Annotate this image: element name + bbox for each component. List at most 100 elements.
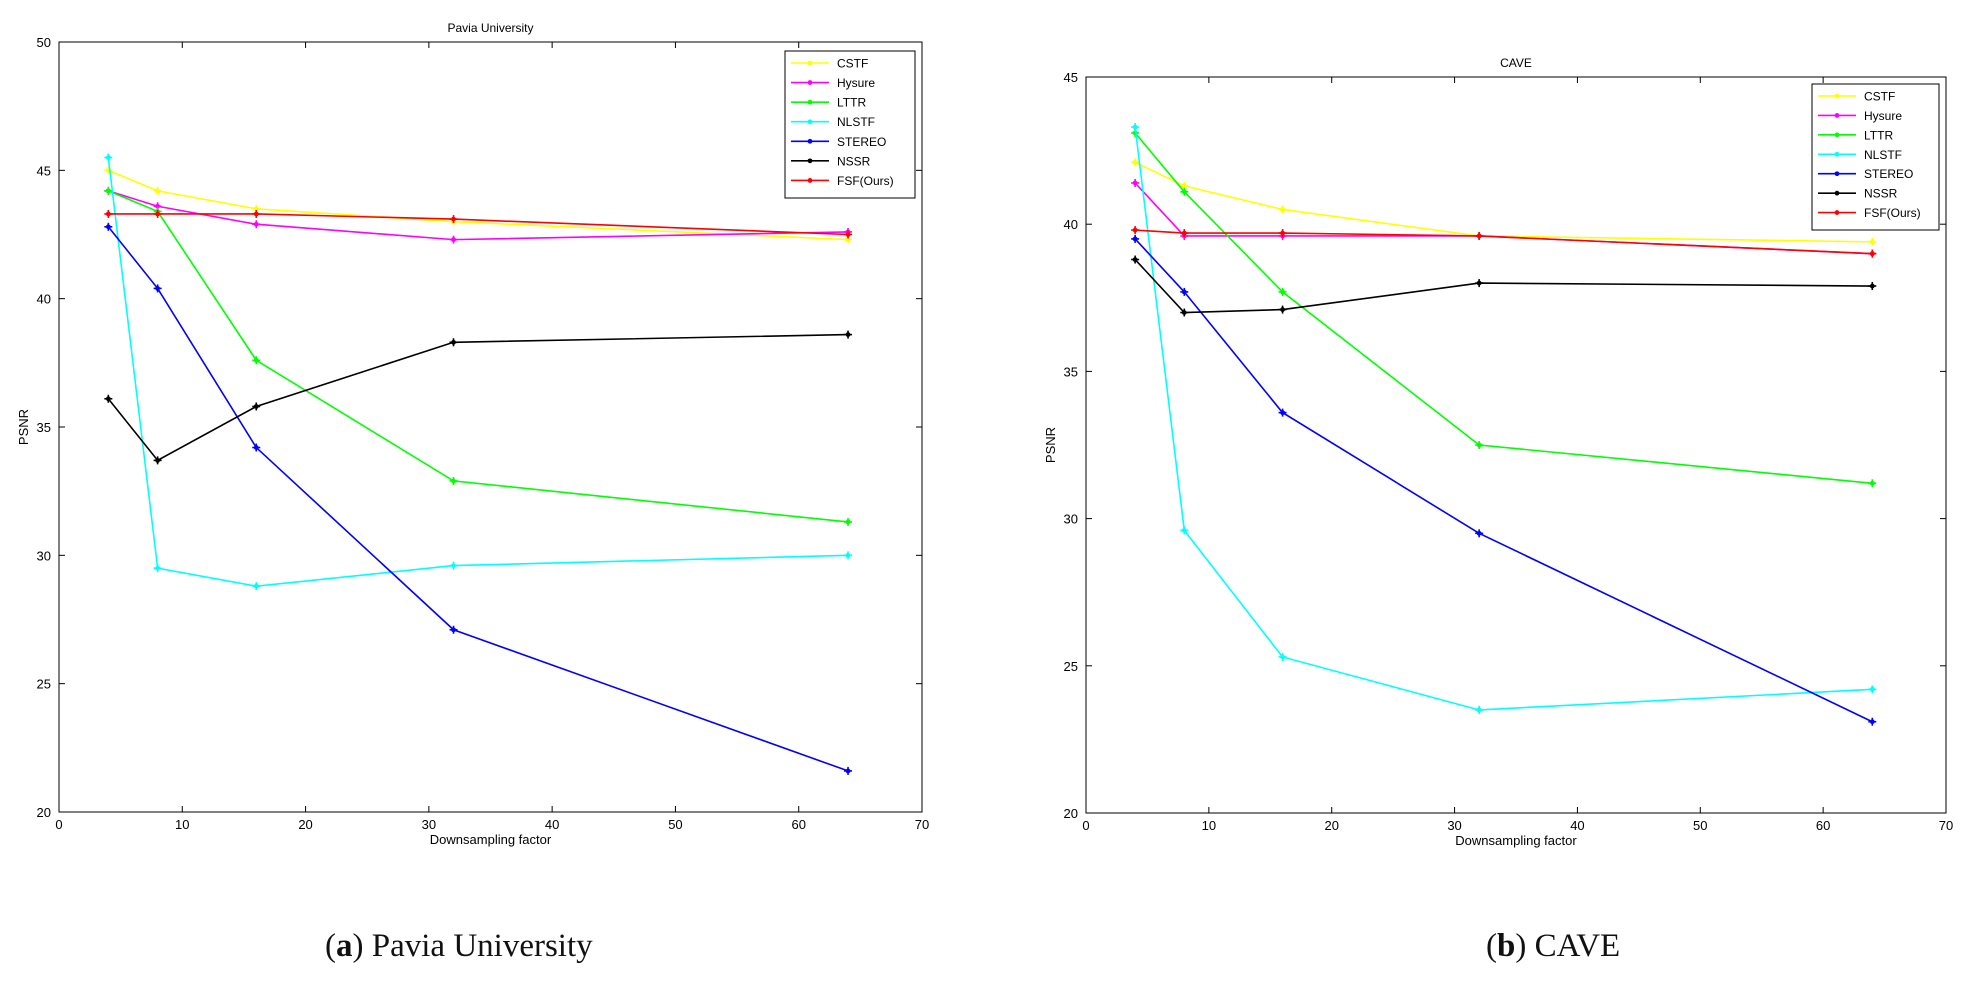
data-point-hysure [449, 235, 458, 244]
data-point-cstf [153, 186, 162, 195]
data-point-hysure [1131, 178, 1140, 187]
data-point-stereo [844, 766, 853, 775]
legend-label: FSF(Ours) [837, 174, 894, 188]
data-point-fsf-ours [844, 230, 853, 239]
data-point-fsf-ours [1131, 226, 1140, 235]
data-point-fsf-ours [1475, 231, 1484, 240]
legend-label: Hysure [837, 76, 875, 90]
data-point-nssr [1868, 282, 1877, 291]
x-tick-label: 20 [1324, 818, 1338, 833]
data-point-nlstf [1278, 652, 1287, 661]
data-point-stereo [1278, 408, 1287, 417]
data-point-stereo [449, 625, 458, 634]
chart-title: CAVE [1500, 56, 1532, 70]
data-point-nssr [153, 456, 162, 465]
data-point-nlstf [844, 551, 853, 560]
plot-area [58, 41, 923, 813]
legend-label: CSTF [837, 57, 868, 71]
x-axis-label: Downsampling factor [1455, 833, 1577, 848]
data-point-stereo [1131, 234, 1140, 243]
x-tick-label: 50 [668, 817, 682, 832]
x-tick-label: 40 [545, 817, 559, 832]
y-tick-label: 25 [37, 677, 51, 692]
data-point-stereo [153, 284, 162, 293]
y-tick-label: 30 [1064, 512, 1078, 527]
data-point-stereo [1475, 529, 1484, 538]
y-tick-label: 45 [37, 163, 51, 178]
x-tick-label: 60 [791, 817, 805, 832]
legend-marker [1834, 190, 1840, 196]
y-tick-label: 50 [37, 35, 51, 50]
x-tick-label: 70 [915, 817, 929, 832]
x-tick-label: 30 [422, 817, 436, 832]
x-tick-label: 50 [1693, 818, 1707, 833]
data-point-stereo [1868, 717, 1877, 726]
legend-marker [807, 178, 813, 183]
legend-label: NLSTF [1864, 148, 1902, 162]
data-point-nlstf [449, 561, 458, 570]
legend-marker [807, 60, 813, 66]
data-point-nssr [1278, 305, 1287, 314]
y-tick-label: 35 [37, 420, 51, 435]
x-tick-label: 20 [298, 817, 312, 832]
data-point-nlstf [252, 582, 261, 591]
legend-marker [807, 158, 813, 164]
legend-label: CSTF [1864, 90, 1895, 104]
legend-label: LTTR [837, 96, 866, 110]
data-point-nlstf [1475, 705, 1484, 714]
data-point-lttr [1278, 287, 1287, 296]
legend-marker [1834, 171, 1840, 177]
data-point-cstf [1868, 237, 1877, 246]
data-point-fsf-ours [153, 209, 162, 218]
legend-label: NSSR [837, 154, 871, 168]
data-point-fsf-ours [1868, 249, 1877, 258]
data-point-stereo [1180, 287, 1189, 296]
legend: CSTF Hysure LTTR NLSTF STEREO NSSR FSF(Ours) [784, 50, 916, 199]
legend-marker [1834, 210, 1840, 215]
legend-marker [1834, 132, 1840, 138]
data-point-fsf-ours [104, 209, 113, 218]
data-point-nssr [1180, 308, 1189, 317]
data-point-fsf-ours [1278, 229, 1287, 238]
legend-marker [1834, 151, 1840, 157]
data-point-stereo [104, 222, 113, 231]
data-point-lttr [449, 476, 458, 485]
legend-marker [807, 119, 813, 125]
data-point-lttr [1868, 479, 1877, 488]
legend-label: FSF(Ours) [1864, 206, 1921, 220]
caption-b: (b) CAVE [1486, 928, 1621, 964]
x-tick-label: 0 [55, 817, 62, 832]
data-point-nlstf [1131, 123, 1140, 132]
y-tick-label: 25 [1064, 659, 1078, 674]
data-point-lttr [844, 517, 853, 526]
chart-pavia-university: 0 10 20 30 40 50 60 70 20 25 30 35 40 45 50 Pavia Unive… [16, 21, 929, 847]
data-point-nssr [1131, 255, 1140, 264]
y-tick-label: 20 [1064, 806, 1078, 821]
legend-marker [807, 138, 813, 144]
x-tick-label: 10 [175, 817, 189, 832]
legend-marker [1834, 113, 1840, 118]
y-tick-label: 20 [37, 805, 51, 820]
legend: CSTF Hysure LTTR NLSTF STEREO NSSR FSF(Ours) [1811, 83, 1940, 231]
x-tick-label: 0 [1082, 818, 1089, 833]
data-point-nlstf [153, 564, 162, 573]
data-point-stereo [252, 443, 261, 452]
legend-label: LTTR [1864, 128, 1893, 142]
data-point-nssr [449, 338, 458, 347]
data-point-nlstf [104, 153, 113, 162]
data-point-hysure [252, 220, 261, 229]
x-tick-label: 30 [1447, 818, 1461, 833]
data-point-lttr [1475, 441, 1484, 449]
y-tick-label: 45 [1064, 70, 1078, 85]
data-point-nssr [252, 402, 261, 411]
y-axis-label: PSNR [1043, 427, 1058, 463]
x-tick-label: 40 [1570, 818, 1584, 833]
legend-label: STEREO [837, 135, 886, 149]
chart-cave: 0 10 20 30 40 50 60 70 20 25 30 35 40 45 CAVE Downsampl… [1043, 56, 1953, 848]
legend-box [784, 50, 916, 199]
y-tick-label: 40 [37, 292, 51, 307]
data-point-nssr [844, 330, 853, 339]
data-point-lttr [252, 356, 261, 365]
legend-label: NSSR [1864, 187, 1898, 201]
